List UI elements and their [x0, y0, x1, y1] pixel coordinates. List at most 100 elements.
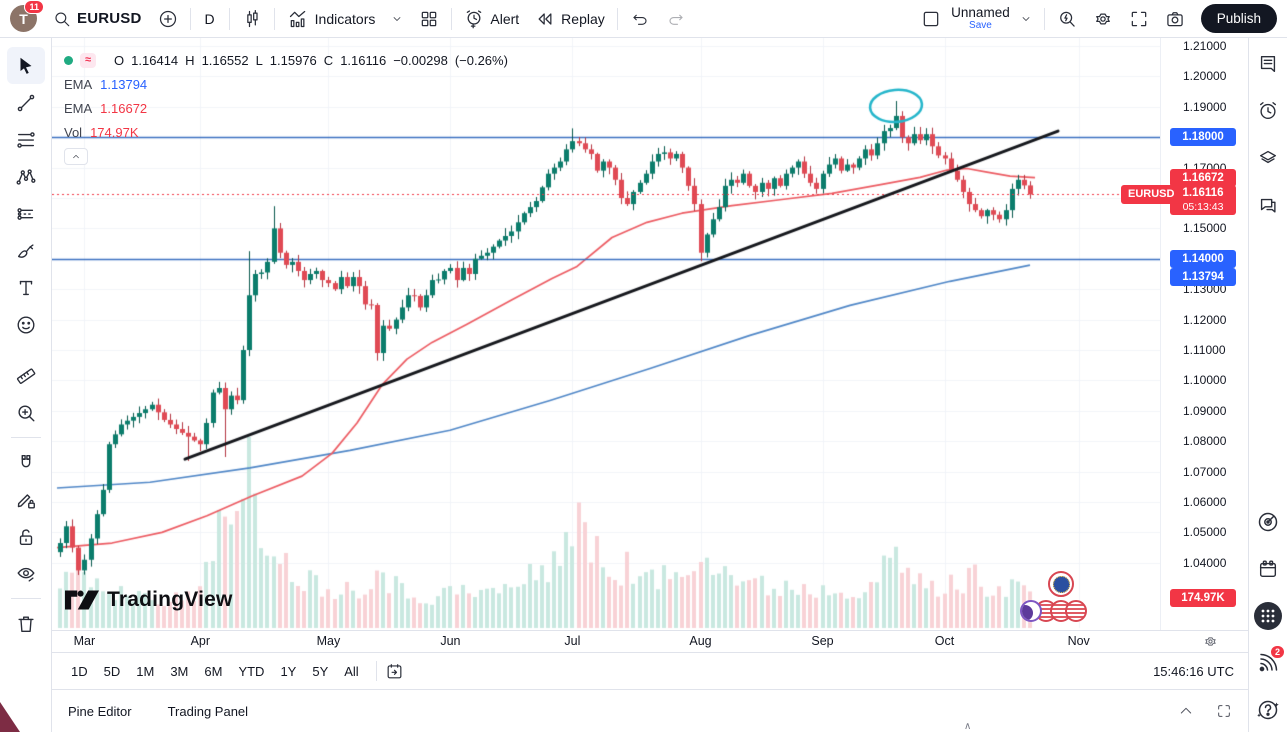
- range-1d-button[interactable]: 1D: [71, 663, 88, 679]
- range-all-button[interactable]: All: [344, 663, 359, 679]
- month-label-oct: Oct: [934, 634, 955, 648]
- grid-layout-button[interactable]: [411, 4, 447, 34]
- toolbar-divider: [1043, 7, 1045, 30]
- tab-pine-editor[interactable]: Pine Editor: [68, 703, 132, 719]
- tab-trading-panel[interactable]: Trading Panel: [167, 703, 249, 719]
- undo-arrow-icon: [633, 14, 647, 25]
- range-5d-button[interactable]: 5D: [103, 663, 121, 679]
- publish-button[interactable]: Publish: [1200, 4, 1277, 33]
- economic-event-half-icon[interactable]: [1020, 600, 1042, 622]
- chart-style-button[interactable]: [234, 4, 270, 34]
- broadcast-button[interactable]: 2: [1251, 643, 1285, 683]
- lock-drawings-button[interactable]: [7, 518, 45, 555]
- expand-panel-chevron-icon[interactable]: [1178, 703, 1194, 719]
- projection-tool-button[interactable]: [7, 195, 45, 232]
- toolbar-divider: [616, 7, 618, 30]
- toolbar-left: T 11 EURUSD D Indicators: [6, 0, 694, 37]
- range-6m-button[interactable]: 6M: [204, 663, 223, 679]
- pattern-tool-button[interactable]: [7, 158, 45, 195]
- undo-button[interactable]: [622, 4, 658, 34]
- remove-drawings-button[interactable]: [7, 605, 45, 642]
- lock-open-icon: [19, 529, 32, 545]
- range-1m-button[interactable]: 1M: [136, 663, 155, 679]
- legend-volume-row[interactable]: Vol 174.97K: [64, 120, 510, 144]
- legend-collapse-button[interactable]: [64, 148, 88, 165]
- settings-button[interactable]: [1085, 4, 1121, 34]
- indicators-button[interactable]: Indicators: [279, 4, 384, 34]
- range-5y-button[interactable]: 5Y: [312, 663, 329, 679]
- legend-ema-slow-row[interactable]: EMA 1.13794: [64, 72, 510, 96]
- maximize-panel-icon[interactable]: [1216, 703, 1232, 719]
- user-avatar[interactable]: T 11: [10, 0, 44, 32]
- chat-bubbles-icon: [1260, 198, 1276, 213]
- redo-arrow-icon: [669, 14, 683, 25]
- text-tool-button[interactable]: [7, 269, 45, 306]
- indicators-label: Indicators: [314, 10, 376, 27]
- watermark-text: TradingView: [107, 588, 233, 611]
- apps-grid-icon: [1254, 602, 1282, 630]
- plus-circle-icon: [159, 10, 176, 27]
- layout-select-button[interactable]: [913, 4, 949, 34]
- grid-layout-icon: [422, 11, 437, 26]
- object-tree-button[interactable]: [1251, 138, 1285, 178]
- server-clock[interactable]: 15:46:16 UTC: [1153, 663, 1234, 679]
- time-axis[interactable]: Mar Apr May Jun Jul Aug Sep Oct Nov: [52, 630, 1248, 652]
- camera-icon: [1167, 11, 1183, 26]
- range-1y-button[interactable]: 1Y: [280, 663, 297, 679]
- measure-tool-button[interactable]: [7, 357, 45, 394]
- price-tick: 1.06000: [1183, 495, 1227, 509]
- price-scale[interactable]: 1.18000 1.16672 1.16116 05:13:43 1.14000…: [1160, 38, 1248, 630]
- screener-radar-button[interactable]: [1251, 502, 1285, 542]
- save-label: Save: [969, 19, 992, 31]
- replay-button[interactable]: Replay: [527, 4, 613, 34]
- panel-reveal-handle[interactable]: ∧: [964, 721, 972, 732]
- price-tick: 1.20000: [1183, 69, 1227, 84]
- zoom-in-tool-button[interactable]: [7, 394, 45, 431]
- brush-tool-button[interactable]: [7, 232, 45, 269]
- main-row: ≈ O 1.16414 H 1.16552 L 1.15976 C 1.16116 −0…: [0, 38, 1287, 732]
- indicator-templates-chevron[interactable]: [383, 4, 411, 34]
- layout-menu-chevron[interactable]: [1012, 4, 1040, 34]
- chat-button[interactable]: [1251, 185, 1285, 225]
- interval-button[interactable]: D: [204, 10, 215, 27]
- range-ytd-button[interactable]: YTD: [238, 663, 265, 679]
- legend-ema-fast-row[interactable]: EMA 1.16672: [64, 96, 510, 120]
- ema-fast-badge: 1.16672: [1170, 168, 1236, 187]
- compare-add-symbol-button[interactable]: [150, 4, 186, 34]
- quick-search-button[interactable]: [1049, 4, 1085, 34]
- level-low-badge: 1.14000: [1170, 249, 1236, 268]
- alert-button[interactable]: Alert: [456, 4, 527, 34]
- emoji-tool-button[interactable]: [7, 306, 45, 343]
- price-tick: 1.15000: [1183, 221, 1227, 236]
- redo-button[interactable]: [658, 4, 694, 34]
- low-label: L: [255, 52, 263, 68]
- fib-retracement-tool-button[interactable]: [7, 121, 45, 158]
- alerts-panel-button[interactable]: [1251, 91, 1285, 131]
- price-tick: 1.12000: [1183, 312, 1227, 327]
- range-3m-button[interactable]: 3M: [170, 663, 189, 679]
- all-apps-button[interactable]: [1251, 596, 1285, 636]
- help-button[interactable]: [1251, 690, 1285, 730]
- price-tick: 1.05000: [1183, 525, 1227, 540]
- fullscreen-button[interactable]: [1121, 4, 1157, 34]
- snapshot-button[interactable]: [1157, 4, 1193, 34]
- month-label-mar: Mar: [73, 634, 96, 648]
- magnet-mode-button[interactable]: [7, 444, 45, 481]
- hide-drawings-button[interactable]: [7, 555, 45, 592]
- layout-name-save[interactable]: Unnamed Save: [951, 6, 1010, 31]
- economic-event-eu-icon[interactable]: [1048, 571, 1074, 597]
- ema-fast-value: 1.16672: [100, 100, 148, 116]
- symbol-search-button[interactable]: EURUSD: [45, 4, 150, 34]
- watchlist-button[interactable]: [1251, 44, 1285, 84]
- tradingview-watermark[interactable]: TradingView: [65, 588, 233, 612]
- price-chart-canvas[interactable]: [52, 38, 1160, 630]
- axis-settings-gear-icon[interactable]: [1203, 634, 1218, 649]
- legend-ohlc-row[interactable]: ≈ O 1.16414 H 1.16552 L 1.15976 C 1.16116 −0…: [64, 48, 510, 72]
- economic-event-us-icon[interactable]: [1065, 600, 1087, 622]
- economic-calendar-button[interactable]: [1251, 549, 1285, 589]
- go-to-date-icon[interactable]: [385, 662, 404, 681]
- cursor-tool-button[interactable]: [6, 47, 45, 84]
- trend-line-tool-button[interactable]: [7, 84, 45, 121]
- stay-in-drawing-mode-button[interactable]: [7, 481, 45, 518]
- layers-icon: [1259, 150, 1277, 164]
